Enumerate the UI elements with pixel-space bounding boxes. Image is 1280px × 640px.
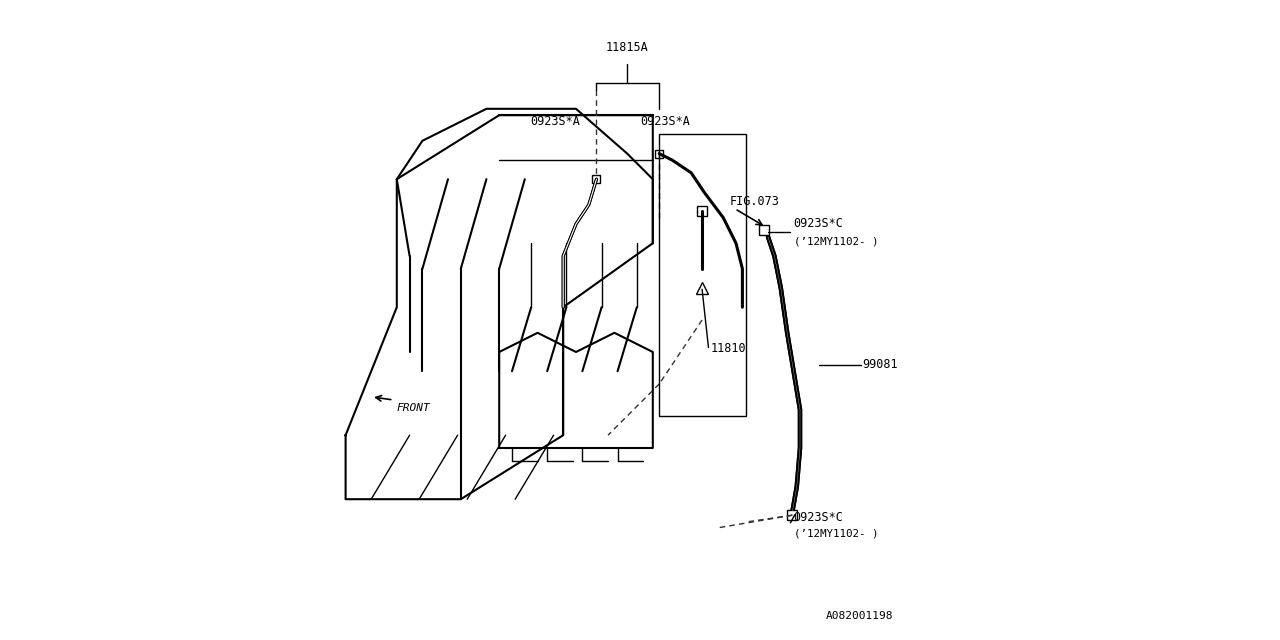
Text: FRONT: FRONT — [397, 403, 430, 413]
Text: 11815A: 11815A — [605, 42, 649, 54]
Text: 0923S*C: 0923S*C — [794, 511, 844, 524]
Text: (’12MY1102- ): (’12MY1102- ) — [794, 529, 878, 539]
Text: 99081: 99081 — [863, 358, 899, 371]
Text: (’12MY1102- ): (’12MY1102- ) — [794, 236, 878, 246]
Text: 0923S*A: 0923S*A — [531, 115, 580, 128]
Text: A082001198: A082001198 — [826, 611, 893, 621]
Text: 11810: 11810 — [710, 342, 746, 355]
Text: 0923S*C: 0923S*C — [794, 218, 844, 230]
Bar — [659, 134, 745, 416]
Text: 0923S*A: 0923S*A — [641, 115, 690, 128]
Text: FIG.073: FIG.073 — [730, 195, 780, 208]
